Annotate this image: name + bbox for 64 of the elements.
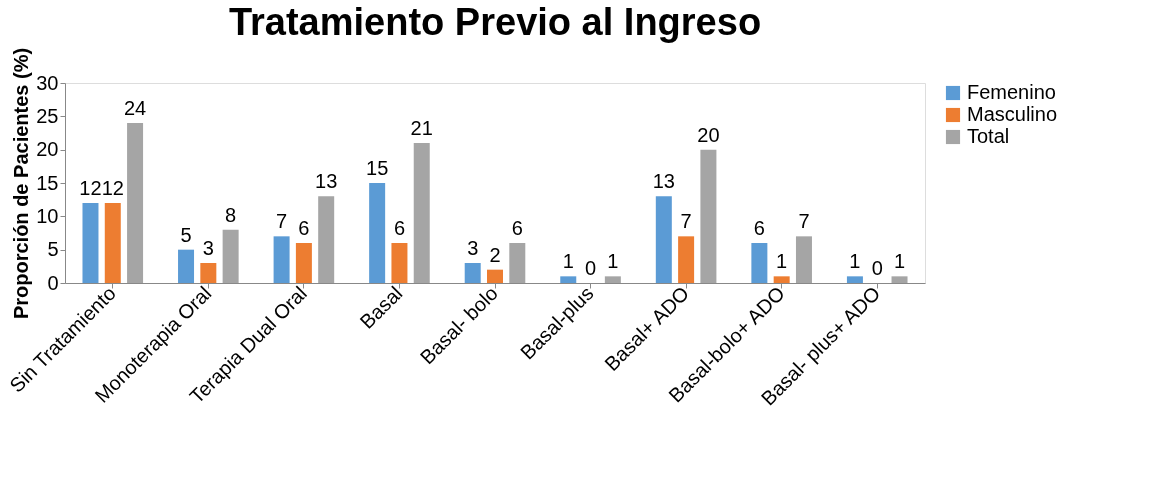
bar — [318, 196, 335, 283]
y-axis-title: Proporción de Pacientes (%) — [10, 47, 33, 320]
data-label: 6 — [298, 217, 310, 239]
bar — [391, 243, 408, 283]
data-label: 13 — [652, 170, 675, 193]
bar — [464, 263, 481, 283]
data-label: 1 — [776, 250, 788, 273]
bar — [200, 263, 217, 283]
data-label: 6 — [511, 217, 523, 239]
data-label: 1 — [562, 250, 574, 273]
bar — [846, 276, 863, 283]
bar — [127, 123, 144, 283]
data-label: 2 — [489, 243, 501, 266]
data-label: 1 — [893, 250, 906, 273]
y-tick-label: 10 — [36, 204, 59, 227]
data-label: 1 — [849, 250, 861, 273]
y-tick-label: 20 — [36, 138, 59, 161]
bar — [773, 276, 790, 283]
bar — [222, 229, 239, 283]
legend-label: Masculino — [967, 103, 1058, 125]
legend-label: Total — [967, 125, 1010, 147]
data-label: 0 — [871, 257, 883, 279]
data-label: 7 — [680, 210, 692, 233]
data-label: 3 — [202, 237, 214, 259]
data-label: 1 — [607, 250, 619, 273]
bar — [369, 183, 386, 283]
data-label: 3 — [467, 237, 479, 259]
bar — [604, 276, 621, 283]
bar — [82, 203, 99, 283]
bar — [413, 143, 430, 283]
bar — [104, 203, 121, 283]
data-label: 20 — [697, 123, 720, 146]
data-label: 8 — [225, 203, 237, 226]
bar — [891, 276, 908, 283]
bar — [655, 196, 672, 283]
bar — [487, 269, 503, 283]
data-label: 13 — [315, 170, 338, 193]
bar — [509, 243, 526, 283]
data-label: 12 — [79, 177, 102, 199]
data-label: 7 — [276, 210, 288, 233]
data-label: 7 — [798, 210, 810, 233]
data-label: 5 — [180, 223, 192, 246]
bar — [751, 243, 768, 283]
bar — [560, 276, 577, 283]
data-label: 6 — [753, 217, 765, 239]
legend-label: Femenino — [967, 81, 1056, 103]
y-tick-label: 30 — [36, 71, 59, 94]
data-label: 15 — [366, 157, 389, 179]
y-tick-label: 0 — [47, 271, 59, 294]
bar — [178, 249, 195, 283]
bar — [295, 243, 312, 283]
chart-title: Tratamiento Previo al Ingreso — [228, 1, 762, 44]
bar — [273, 236, 290, 283]
data-label: 21 — [410, 117, 433, 139]
y-tick-label: 15 — [36, 171, 59, 194]
data-label: 0 — [584, 257, 597, 279]
bar — [700, 149, 717, 283]
data-label: 6 — [393, 217, 406, 239]
bar — [678, 236, 695, 283]
y-tick-label: 25 — [36, 104, 59, 127]
bar — [795, 236, 812, 283]
y-tick-label: 5 — [47, 238, 59, 261]
data-label: 12 — [101, 177, 124, 199]
data-label: 24 — [123, 97, 147, 119]
